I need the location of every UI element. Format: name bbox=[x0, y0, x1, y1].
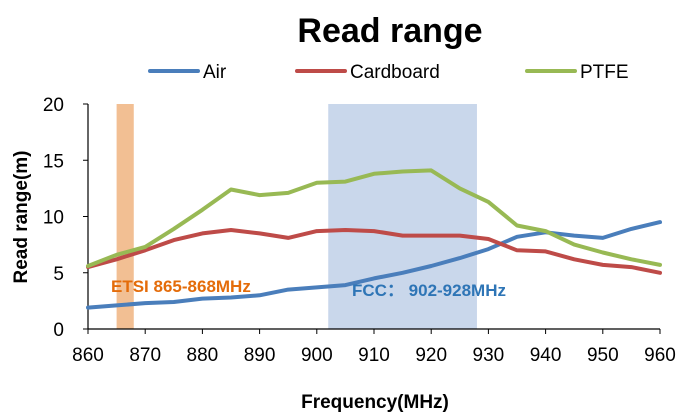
y-tick-label: 20 bbox=[43, 95, 64, 116]
x-tick-label: 920 bbox=[415, 345, 447, 366]
legend-label-ptfe: PTFE bbox=[580, 62, 629, 83]
x-axis-label: Frequency(MHz) bbox=[301, 392, 449, 413]
band-labels: ETSI 865-868MHz FCC： 902-928MHz bbox=[111, 277, 506, 300]
x-tick-label: 860 bbox=[72, 345, 104, 366]
y-axis-label: Read range(m) bbox=[11, 150, 32, 283]
x-tick-label: 890 bbox=[244, 345, 276, 366]
x-tick-label: 900 bbox=[301, 345, 333, 366]
series-line-cardboard bbox=[86, 228, 662, 275]
legend: Air Cardboard PTFE bbox=[148, 62, 629, 83]
legend-label-air: Air bbox=[203, 62, 227, 83]
legend-label-cardboard: Cardboard bbox=[350, 62, 440, 83]
y-tick-label: 15 bbox=[43, 151, 64, 172]
x-tick-label: 960 bbox=[644, 345, 676, 366]
x-tick-label: 870 bbox=[129, 345, 161, 366]
y-tick-label: 10 bbox=[43, 208, 64, 229]
band-0 bbox=[116, 104, 134, 329]
frequency-bands bbox=[116, 104, 477, 329]
x-tick-label: 940 bbox=[530, 345, 562, 366]
y-tick-label: 5 bbox=[53, 264, 64, 285]
x-tick-label: 880 bbox=[187, 345, 219, 366]
y-tick-label: 0 bbox=[53, 320, 64, 341]
band-label-0: ETSI 865-868MHz bbox=[111, 277, 251, 296]
x-tick-label: 910 bbox=[358, 345, 390, 366]
x-ticks: 860 870 880 890 900 910 920 930 940 950 960 bbox=[72, 329, 676, 366]
x-tick-label: 950 bbox=[587, 345, 619, 366]
series-line-air bbox=[86, 220, 662, 310]
x-tick-label: 930 bbox=[473, 345, 505, 366]
band-1 bbox=[328, 104, 477, 329]
chart-title: Read range bbox=[297, 12, 482, 50]
series-lines bbox=[86, 168, 662, 310]
y-ticks: 0 5 10 15 20 bbox=[43, 95, 88, 341]
band-label-1: FCC： 902-928MHz bbox=[352, 281, 506, 300]
series-line-ptfe bbox=[86, 168, 662, 268]
